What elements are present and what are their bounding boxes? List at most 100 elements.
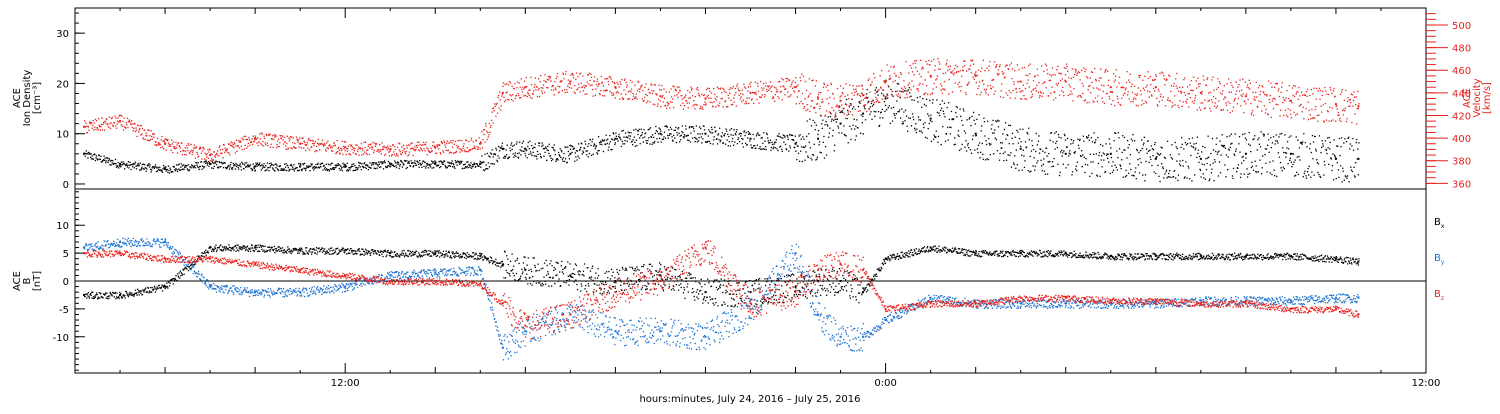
velocity-sample bbox=[588, 83, 589, 84]
density-sample bbox=[1313, 175, 1314, 176]
velocity-sample bbox=[588, 74, 589, 75]
density-sample bbox=[325, 169, 326, 170]
velocity-sample bbox=[209, 149, 210, 150]
density-sample bbox=[1003, 160, 1004, 161]
density-sample bbox=[864, 108, 865, 109]
density-sample bbox=[700, 128, 701, 129]
velocity-sample bbox=[553, 85, 554, 86]
density-sample bbox=[896, 100, 897, 101]
density-sample bbox=[1113, 170, 1114, 171]
velocity-sample bbox=[1216, 107, 1217, 108]
density-sample bbox=[270, 163, 271, 164]
velocity-sample bbox=[955, 65, 956, 66]
velocity-sample bbox=[88, 130, 89, 131]
density-sample bbox=[1148, 140, 1149, 141]
velocity-sample bbox=[121, 116, 122, 117]
velocity-sample bbox=[1177, 105, 1178, 106]
velocity-sample bbox=[184, 154, 185, 155]
density-sample bbox=[1108, 162, 1109, 163]
velocity-sample bbox=[333, 145, 334, 146]
velocity-sample bbox=[1033, 80, 1034, 81]
density-sample bbox=[1209, 180, 1210, 181]
density-sample bbox=[870, 106, 871, 107]
density-sample bbox=[422, 162, 423, 163]
density-sample bbox=[1076, 166, 1077, 167]
density-sample bbox=[572, 146, 573, 147]
density-sample bbox=[324, 168, 325, 169]
velocity-sample bbox=[865, 96, 866, 97]
velocity-sample bbox=[863, 99, 864, 100]
velocity-sample bbox=[92, 128, 93, 129]
velocity-sample bbox=[995, 67, 996, 68]
density-sample bbox=[574, 148, 575, 149]
density-sample bbox=[811, 159, 812, 160]
density-sample bbox=[175, 168, 176, 169]
density-sample bbox=[112, 160, 113, 161]
density-sample bbox=[1042, 170, 1043, 171]
density-sample bbox=[1245, 137, 1246, 138]
velocity-sample bbox=[898, 93, 899, 94]
density-sample bbox=[1149, 150, 1150, 151]
density-sample bbox=[317, 163, 318, 164]
density-sample bbox=[744, 130, 745, 131]
velocity-sample bbox=[998, 73, 999, 74]
density-sample bbox=[146, 171, 147, 172]
density-sample bbox=[1031, 140, 1032, 141]
velocity-sample bbox=[623, 89, 624, 90]
density-sample bbox=[1303, 133, 1304, 134]
velocity-sample bbox=[1061, 90, 1062, 91]
velocity-sample bbox=[371, 149, 372, 150]
velocity-sample bbox=[260, 138, 261, 139]
velocity-sample bbox=[657, 106, 658, 107]
velocity-sample bbox=[858, 111, 859, 112]
velocity-sample bbox=[1072, 100, 1073, 101]
density-sample bbox=[914, 128, 915, 129]
velocity-sample bbox=[1314, 117, 1315, 118]
velocity-sample bbox=[981, 68, 982, 69]
velocity-sample bbox=[155, 141, 156, 142]
velocity-sample bbox=[958, 71, 959, 72]
velocity-sample bbox=[304, 142, 305, 143]
density-sample bbox=[590, 139, 591, 140]
velocity-sample bbox=[1012, 90, 1013, 91]
velocity-sample bbox=[1067, 71, 1068, 72]
density-sample bbox=[1245, 157, 1246, 158]
velocity-sample bbox=[571, 87, 572, 88]
velocity-sample bbox=[1261, 110, 1262, 111]
density-sample bbox=[379, 164, 380, 165]
velocity-sample bbox=[194, 148, 195, 149]
density-sample bbox=[1136, 178, 1137, 179]
velocity-tick-label: 400 bbox=[1452, 134, 1471, 145]
density-sample bbox=[1159, 181, 1160, 182]
density-sample bbox=[211, 167, 212, 168]
density-sample bbox=[852, 108, 853, 109]
density-sample bbox=[964, 130, 965, 131]
density-sample bbox=[455, 160, 456, 161]
velocity-sample bbox=[979, 94, 980, 95]
density-sample bbox=[985, 140, 986, 141]
velocity-sample bbox=[1230, 82, 1231, 83]
density-sample bbox=[234, 165, 235, 166]
velocity-sample bbox=[608, 84, 609, 85]
velocity-sample bbox=[1178, 107, 1179, 108]
velocity-sample bbox=[369, 154, 370, 155]
velocity-sample bbox=[347, 151, 348, 152]
density-sample bbox=[418, 164, 419, 165]
velocity-sample bbox=[563, 78, 564, 79]
velocity-sample bbox=[1038, 82, 1039, 83]
velocity-sample bbox=[928, 60, 929, 61]
density-sample bbox=[814, 122, 815, 123]
velocity-sample bbox=[738, 95, 739, 96]
velocity-sample bbox=[870, 84, 871, 85]
velocity-sample bbox=[1116, 86, 1117, 87]
density-sample bbox=[684, 136, 685, 137]
density-sample bbox=[1264, 134, 1265, 135]
velocity-sample bbox=[946, 60, 947, 61]
density-sample bbox=[730, 145, 731, 146]
density-sample bbox=[757, 132, 758, 133]
density-sample bbox=[314, 168, 315, 169]
density-sample bbox=[966, 119, 967, 120]
density-sample bbox=[1211, 169, 1212, 170]
velocity-sample bbox=[1282, 82, 1283, 83]
velocity-sample bbox=[1182, 87, 1183, 88]
